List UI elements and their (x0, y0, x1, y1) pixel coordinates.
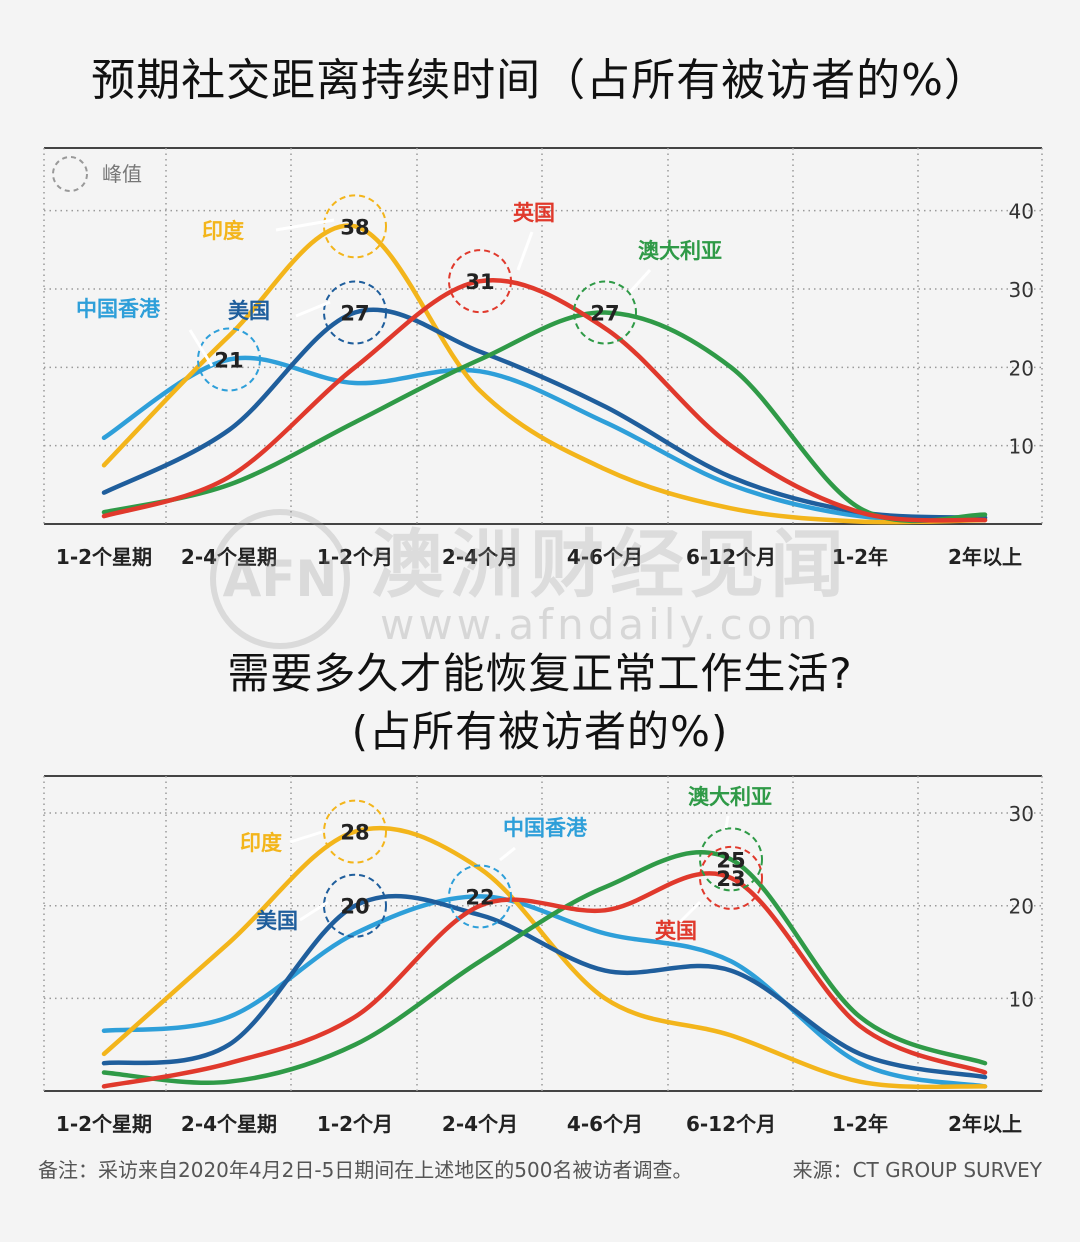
peak-marker-us (323, 873, 387, 938)
x-tick-label: 4-6个月 (567, 1112, 643, 1136)
series-label-india: 印度 (202, 219, 244, 243)
y-tick-label: 10 (1009, 435, 1034, 459)
series-line-us (101, 893, 988, 1080)
peak-marker-hongkong (448, 864, 512, 929)
y-tick-label: 40 (1009, 200, 1034, 224)
series-line-australia (101, 849, 988, 1086)
series-label-india: 印度 (240, 831, 282, 855)
peak-value-uk: 31 (465, 270, 494, 294)
x-tick-label: 2-4个星期 (181, 1112, 277, 1136)
series-label-australia: 澳大利亚 (688, 785, 772, 809)
peak-marker-australia (699, 827, 763, 892)
x-tick-label: 2-4个月 (442, 1112, 518, 1136)
x-tick-label: 1-2年 (832, 1112, 888, 1136)
series-label-uk: 英国 (655, 919, 697, 943)
x-tick-label: 1-2年 (832, 545, 888, 569)
label-leader-hongkong (188, 329, 214, 367)
y-tick-label: 20 (1009, 895, 1034, 919)
peak-value-hongkong: 21 (214, 349, 243, 373)
series-label-australia: 澳大利亚 (638, 239, 722, 263)
series-label-us: 美国 (256, 909, 298, 933)
peak-value-us: 27 (340, 302, 369, 326)
label-leader-uk (516, 231, 534, 271)
peak-value-india: 28 (340, 821, 369, 845)
label-leader-india (275, 218, 335, 232)
label-leader-hongkong (499, 846, 516, 862)
peak-marker-india (323, 799, 387, 864)
peak-marker-uk (699, 845, 763, 910)
peak-value-hongkong: 22 (465, 885, 494, 909)
label-leader-us (295, 300, 331, 318)
chart-2-subtitle: (占所有被访者的%) (351, 707, 729, 756)
x-tick-label: 1-2个月 (317, 1112, 393, 1136)
footer-source: 来源：CT GROUP SURVEY (792, 1158, 1042, 1182)
series-label-hongkong: 中国香港 (76, 297, 161, 321)
series-line-us (101, 307, 988, 520)
series-line-hongkong (101, 355, 988, 522)
peak-legend-icon (52, 156, 88, 192)
x-tick-label: 1-2个星期 (56, 545, 152, 569)
peak-marker-india (323, 194, 387, 259)
peak-value-us: 20 (340, 895, 369, 919)
x-tick-label: 1-2个月 (317, 545, 393, 569)
series-line-uk (101, 871, 988, 1089)
peak-value-uk: 23 (716, 867, 745, 891)
series-label-uk: 英国 (513, 201, 555, 225)
peak-legend-label: 峰值 (102, 162, 142, 186)
series-line-australia (101, 310, 988, 524)
label-leader-australia (724, 815, 730, 829)
label-leader-us (299, 900, 329, 922)
series-label-hongkong: 中国香港 (503, 816, 588, 840)
peak-value-india: 38 (340, 215, 369, 239)
series-line-uk (101, 277, 988, 523)
peak-marker-australia (573, 280, 637, 345)
y-tick-label: 10 (1009, 987, 1034, 1011)
peak-value-australia: 25 (716, 848, 745, 872)
y-tick-label: 30 (1009, 802, 1034, 826)
peak-marker-uk (448, 249, 512, 314)
x-tick-label: 6-12个月 (686, 1112, 776, 1136)
series-label-us: 美国 (228, 299, 270, 323)
footer-note: 备注：采访来自2020年4月2日-5日期间在上述地区的500名被访者调查。 (38, 1158, 693, 1182)
x-tick-label: 4-6个月 (567, 545, 643, 569)
peak-marker-hongkong (197, 327, 261, 392)
peak-marker-us (323, 280, 387, 345)
x-tick-label: 2年以上 (948, 545, 1022, 569)
peak-value-australia: 27 (590, 302, 619, 326)
chart-1: 10 20 30 40 1-2个星期 2-4个星期 1-2个月 2-4个月 4-6个月 6-12个… (43, 147, 1043, 569)
label-leader-uk (678, 900, 702, 924)
x-tick-label: 2年以上 (948, 1112, 1022, 1136)
x-tick-label: 2-4个星期 (181, 545, 277, 569)
x-tick-label: 1-2个星期 (56, 1112, 152, 1136)
series-line-hongkong (101, 894, 988, 1089)
series-line-india (101, 825, 988, 1090)
series-line-india (101, 223, 988, 525)
x-tick-label: 6-12个月 (686, 545, 776, 569)
y-tick-label: 20 (1009, 356, 1034, 380)
y-tick-label: 30 (1009, 278, 1034, 302)
chart-2-title: 需要多久才能恢复正常工作生活? (227, 649, 853, 698)
chart-1-title: 预期社交距离持续时间（占所有被访者的%） (91, 55, 989, 106)
chart-2: 10 20 30 1-2个星期 2-4个星期 1-2个月 2-4个月 4-6个月 6-12个月 1… (43, 775, 1043, 1136)
label-leader-australia (628, 268, 652, 294)
x-tick-label: 2-4个月 (442, 545, 518, 569)
label-leader-india (289, 830, 323, 844)
